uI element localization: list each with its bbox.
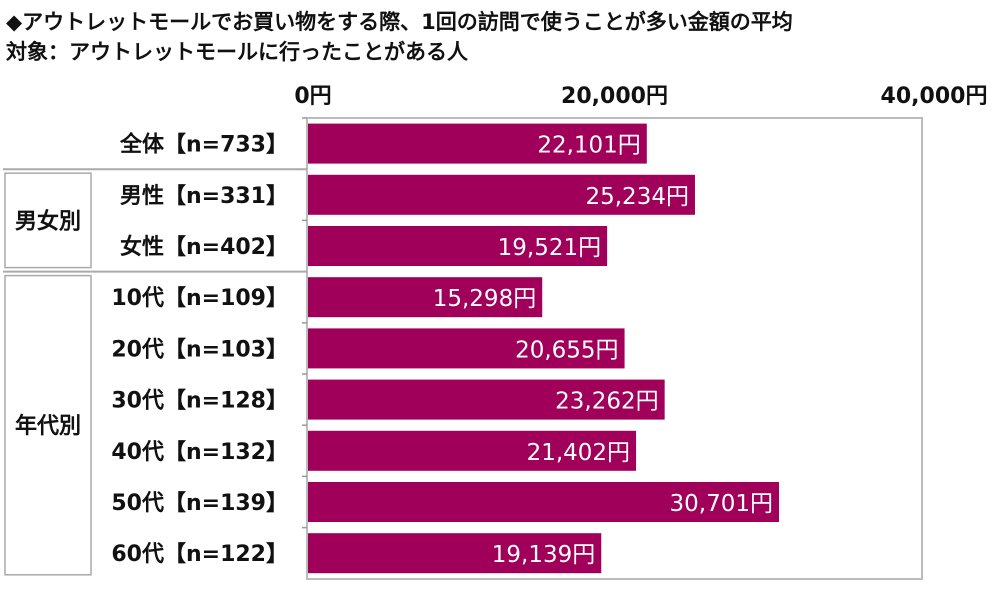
chart-subtitle: 対象：アウトレットモールに行ったことがある人	[6, 40, 468, 64]
category-label: 60代【n=122】	[111, 542, 288, 567]
data-label: 30,701円	[670, 491, 773, 517]
category-label: 10代【n=109】	[111, 286, 288, 311]
bar	[308, 174, 695, 215]
category-label: 20代【n=103】	[111, 337, 288, 362]
bar	[308, 482, 780, 522]
category-label: 50代【n=139】	[111, 491, 288, 516]
bar	[308, 533, 602, 574]
bar	[308, 328, 625, 369]
data-label: 21,402円	[527, 440, 630, 466]
group-box	[4, 172, 92, 269]
bar	[308, 277, 543, 318]
bar	[308, 430, 637, 471]
category-label: 女性【n=402】	[120, 234, 288, 260]
data-label: 15,298円	[433, 286, 536, 312]
bar	[308, 123, 647, 164]
data-label: 19,139円	[492, 542, 595, 568]
plot-frame	[306, 117, 923, 580]
category-label: 全体【n=733】	[119, 132, 288, 158]
group-label: 年代別	[15, 413, 81, 439]
chart-title: ◆アウトレットモールでお買い物をする際、1回の訪問で使うことが多い金額の平均	[6, 10, 793, 34]
bar	[308, 226, 608, 266]
data-label: 25,234円	[585, 184, 688, 210]
category-label: 40代【n=132】	[111, 440, 288, 465]
x-tick-label: 40,000円	[881, 84, 988, 109]
bar	[308, 379, 665, 420]
x-tick-label: 20,000円	[561, 84, 668, 109]
category-label: 30代【n=128】	[111, 389, 288, 414]
data-label: 23,262円	[555, 389, 658, 415]
data-label: 22,101円	[537, 133, 640, 159]
data-label: 19,521円	[498, 235, 601, 261]
x-tick-label: 0円	[294, 84, 331, 109]
category-label: 男性【n=331】	[120, 184, 288, 209]
data-label: 20,655円	[515, 337, 618, 363]
group-label: 男女別	[15, 208, 81, 234]
group-box	[4, 274, 92, 576]
